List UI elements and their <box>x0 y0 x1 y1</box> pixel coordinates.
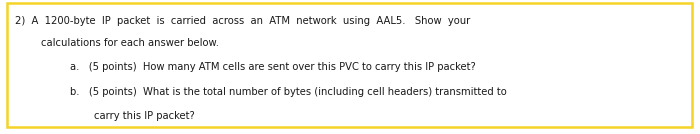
FancyBboxPatch shape <box>7 3 692 127</box>
Text: calculations for each answer below.: calculations for each answer below. <box>41 38 218 48</box>
Text: b.   (5 points)  What is the total number of bytes (including cell headers) tran: b. (5 points) What is the total number o… <box>70 88 507 97</box>
Text: 2)  A  1200-byte  IP  packet  is  carried  across  an  ATM  network  using  AAL5: 2) A 1200-byte IP packet is carried acro… <box>15 16 470 26</box>
Text: carry this IP packet?: carry this IP packet? <box>94 111 195 121</box>
Text: a.   (5 points)  How many ATM cells are sent over this PVC to carry this IP pack: a. (5 points) How many ATM cells are sen… <box>70 62 476 72</box>
